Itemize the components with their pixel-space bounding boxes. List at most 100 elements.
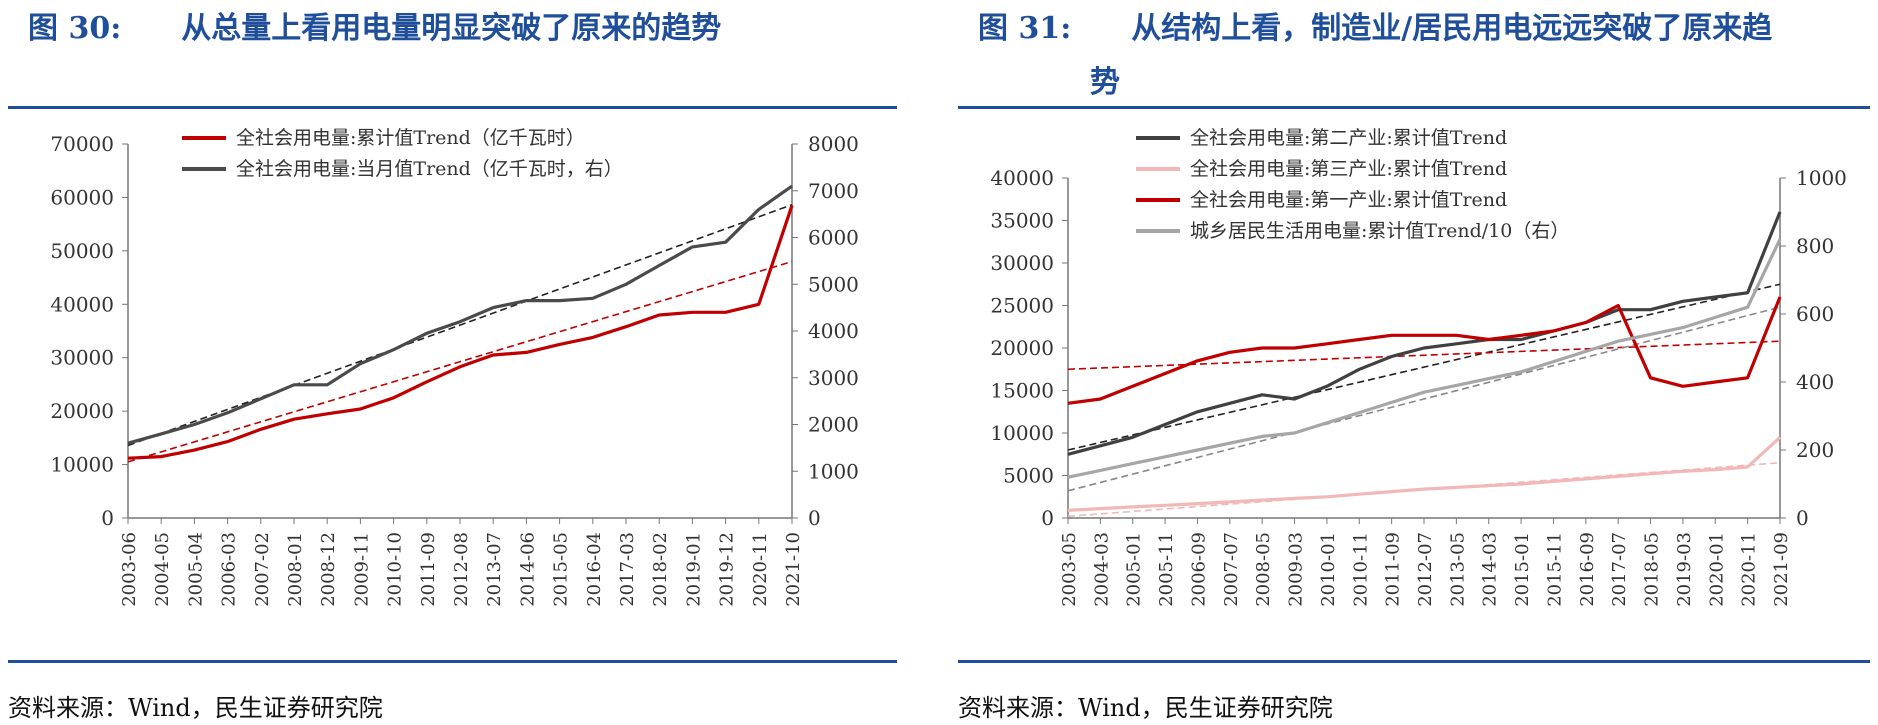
trend-line [1067, 283, 1781, 451]
right-axis-tick-label: 4000 [808, 319, 859, 343]
x-axis-tick-label: 2010-11 [1350, 532, 1371, 607]
left-axis-tick-label: 70000 [50, 132, 114, 156]
bottom-rule [8, 660, 897, 663]
source-note: 资料来源：Wind，民生证券研究院 [8, 694, 383, 722]
figure-title: 图 30: 从总量上看用电量明显突破了原来的趋势 [28, 2, 905, 56]
left-axis-tick-label: 40000 [50, 292, 114, 316]
x-axis-tick-label: 2020-01 [1706, 532, 1727, 607]
x-axis-tick-label: 2004-03 [1091, 532, 1112, 607]
x-axis-tick-label: 2014-06 [517, 532, 538, 607]
right-axis-tick-label: 6000 [808, 226, 859, 250]
x-axis-tick-label: 2008-01 [285, 532, 306, 607]
left-axis-tick-label: 10000 [50, 453, 114, 477]
x-axis-tick-label: 2016-04 [584, 532, 605, 607]
x-axis-tick-label: 2009-11 [351, 532, 372, 607]
x-axis-tick-label: 2010-01 [1318, 532, 1339, 607]
trend-line [1067, 340, 1781, 371]
series-line [127, 204, 794, 460]
left-axis-tick-label: 60000 [50, 185, 114, 209]
x-axis-tick-label: 2005-11 [1156, 532, 1177, 607]
x-axis-tick-label: 2012-07 [1415, 532, 1436, 607]
left-axis-tick-label: 30000 [990, 251, 1054, 275]
x-axis-tick-label: 2011-09 [418, 532, 439, 607]
x-axis-tick-label: 2020-11 [1739, 532, 1760, 607]
left-axis-tick-label: 0 [101, 506, 114, 530]
legend-label: 全社会用电量:第二产业:累计值Trend [1190, 127, 1507, 149]
right-axis-tick-label: 600 [1796, 302, 1834, 326]
x-axis-tick-label: 2008-05 [1253, 532, 1274, 607]
x-axis-tick-label: 2018-02 [650, 532, 671, 607]
x-axis-tick-label: 2014-03 [1480, 532, 1501, 607]
legend-label: 全社会用电量:第三产业:累计值Trend [1190, 158, 1507, 180]
bottom-rule [958, 660, 1870, 663]
x-axis-tick-label: 2005-01 [1124, 532, 1145, 607]
x-axis-tick-label: 2004-05 [152, 532, 173, 607]
left-axis-tick-label: 5000 [1003, 464, 1054, 488]
figure-title-text: 从总量上看用电量明显突破了原来的趋势 [181, 11, 722, 46]
x-axis-tick-label: 2021-09 [1771, 532, 1792, 607]
x-axis-tick-label: 2015-05 [551, 532, 572, 607]
right-axis-tick-label: 5000 [808, 272, 859, 296]
left-axis-tick-label: 10000 [990, 421, 1054, 445]
left-axis-tick-label: 50000 [50, 239, 114, 263]
right-axis-tick-label: 200 [1796, 438, 1834, 462]
trend-line [127, 260, 793, 463]
x-axis-tick-label: 2015-11 [1544, 532, 1565, 607]
figure-title: 图 31: 从结构上看，制造业/居民用电远远突破了原来趋 势 [978, 2, 1878, 100]
series-line [1067, 238, 1782, 479]
x-axis-tick-label: 2017-03 [617, 532, 638, 607]
x-axis-tick-label: 2016-09 [1577, 532, 1598, 607]
right-axis-tick-label: 0 [1796, 506, 1809, 530]
top-rule [958, 106, 1870, 109]
chart-figure-31: 0500010000150002000025000300003500040000… [990, 127, 1847, 607]
x-axis-tick-label: 2005-04 [185, 532, 206, 607]
figure-title-continued: 势 [1090, 65, 1120, 100]
right-axis-tick-label: 8000 [808, 132, 859, 156]
legend-label: 全社会用电量:第一产业:累计值Trend [1190, 189, 1507, 211]
series-line [1067, 436, 1782, 512]
trend-line [1067, 306, 1781, 492]
right-axis-tick-label: 2000 [808, 413, 859, 437]
figure-number: 图 30: [28, 11, 122, 46]
x-axis-tick-label: 2006-09 [1188, 532, 1209, 607]
x-axis-tick-label: 2003-05 [1059, 532, 1080, 607]
left-axis-tick-label: 15000 [990, 379, 1054, 403]
x-axis-tick-label: 2019-03 [1674, 532, 1695, 607]
x-axis-tick-label: 2010-10 [385, 532, 406, 607]
x-axis-tick-label: 2020-11 [750, 532, 771, 607]
left-axis-tick-label: 40000 [990, 166, 1054, 190]
figure-31: 图 31: 从结构上看，制造业/居民用电远远突破了原来趋 势 0 5000 10000… [950, 0, 1878, 725]
right-axis-tick-label: 0 [808, 506, 821, 530]
x-axis-tick-label: 2011-09 [1383, 532, 1404, 607]
left-axis-tick-label: 30000 [50, 346, 114, 370]
x-axis-tick-label: 2012-08 [451, 532, 472, 607]
series-line [1067, 296, 1782, 405]
x-axis-tick-label: 2021-10 [783, 532, 804, 607]
x-axis-tick-label: 2019-12 [717, 532, 738, 607]
x-axis-tick-label: 2015-01 [1512, 532, 1533, 607]
x-axis-tick-label: 2009-03 [1286, 532, 1307, 607]
x-axis-tick-label: 2006-03 [219, 532, 240, 607]
left-axis-tick-label: 0 [1041, 506, 1054, 530]
top-rule [8, 106, 897, 109]
x-axis-tick-label: 2013-05 [1447, 532, 1468, 607]
right-axis-tick-label: 800 [1796, 234, 1834, 258]
source-note: 资料来源：Wind，民生证券研究院 [958, 694, 1333, 722]
x-axis-tick-label: 2007-07 [1221, 532, 1242, 607]
right-axis-tick-label: 400 [1796, 370, 1834, 394]
x-axis-tick-label: 2018-05 [1642, 532, 1663, 607]
right-axis-tick-label: 1000 [808, 459, 859, 483]
figure-title-text: 从结构上看，制造业/居民用电远远突破了原来趋 [1131, 11, 1773, 46]
right-axis-tick-label: 3000 [808, 366, 859, 390]
figure-number: 图 31: [978, 11, 1072, 46]
left-axis-tick-label: 20000 [990, 336, 1054, 360]
right-axis-tick-label: 7000 [808, 179, 859, 203]
figure-30: 图 30: 从总量上看用电量明显突破了原来的趋势 0 10000 20000 30000… [0, 0, 905, 725]
left-axis-tick-label: 35000 [990, 209, 1054, 233]
series-line [1067, 211, 1782, 456]
x-axis-tick-label: 2013-07 [484, 532, 505, 607]
series-line [127, 184, 793, 445]
chart-figure-30: 0 10000 20000 30000 40000 50000 60000 70000 0 100… [50, 127, 859, 607]
trend-line [127, 204, 793, 447]
x-axis-tick-label: 2003-06 [119, 532, 140, 607]
